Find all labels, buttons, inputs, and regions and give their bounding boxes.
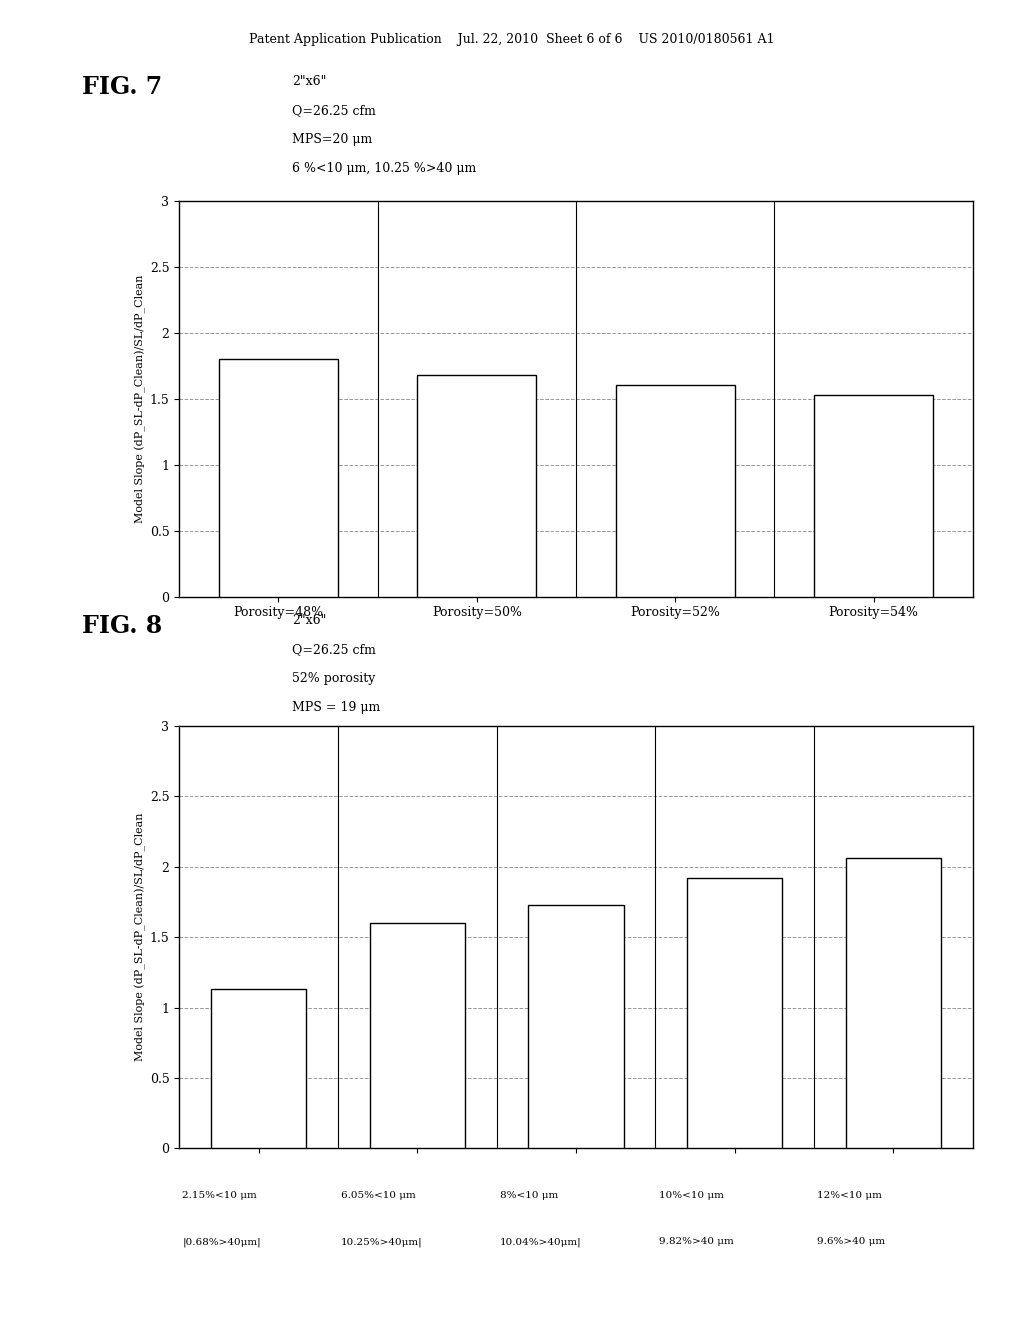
Bar	[687, 878, 782, 1148]
Text: 6 %<10 μm, 10.25 %>40 μm: 6 %<10 μm, 10.25 %>40 μm	[292, 162, 476, 176]
Y-axis label: Model Slope (dP_SL-dP_Clean)/SL/dP_Clean: Model Slope (dP_SL-dP_Clean)/SL/dP_Clean	[134, 813, 145, 1061]
Text: Patent Application Publication    Jul. 22, 2010  Sheet 6 of 6    US 2010/0180561: Patent Application Publication Jul. 22, …	[249, 33, 775, 46]
Text: 2"x6": 2"x6"	[292, 614, 327, 627]
Text: 10.25%>40μm|: 10.25%>40μm|	[341, 1237, 423, 1246]
Text: 8%<10 μm: 8%<10 μm	[500, 1191, 561, 1200]
Text: 2"x6": 2"x6"	[292, 75, 327, 88]
Bar	[219, 359, 338, 597]
Bar	[615, 385, 734, 597]
Text: MPS = 19 μm: MPS = 19 μm	[292, 701, 380, 714]
Text: 52% porosity: 52% porosity	[292, 672, 375, 685]
Bar	[418, 375, 537, 597]
Bar	[528, 904, 624, 1148]
Text: FIG. 7: FIG. 7	[82, 75, 162, 99]
Bar	[846, 858, 941, 1148]
Y-axis label: Model Slope (dP_SL-dP_Clean)/SL/dP_Clean: Model Slope (dP_SL-dP_Clean)/SL/dP_Clean	[134, 275, 145, 523]
Text: FIG. 8: FIG. 8	[82, 614, 162, 638]
Bar	[814, 395, 933, 597]
Bar	[211, 989, 306, 1148]
Text: 12%<10 μm: 12%<10 μm	[817, 1191, 886, 1200]
Text: MPS=20 μm: MPS=20 μm	[292, 133, 372, 147]
Text: 2.15%<10 μm: 2.15%<10 μm	[182, 1191, 260, 1200]
Text: 10%<10 μm: 10%<10 μm	[658, 1191, 727, 1200]
Text: 6.05%<10 μm: 6.05%<10 μm	[341, 1191, 419, 1200]
Text: 10.04%>40μm|: 10.04%>40μm|	[500, 1237, 582, 1246]
Text: 9.82%>40 μm: 9.82%>40 μm	[658, 1237, 736, 1246]
Bar	[370, 923, 465, 1148]
Text: Q=26.25 cfm: Q=26.25 cfm	[292, 643, 376, 656]
Text: 9.6%>40 μm: 9.6%>40 μm	[817, 1237, 889, 1246]
Text: |0.68%>40μm|: |0.68%>40μm|	[182, 1237, 261, 1246]
Text: Q=26.25 cfm: Q=26.25 cfm	[292, 104, 376, 117]
